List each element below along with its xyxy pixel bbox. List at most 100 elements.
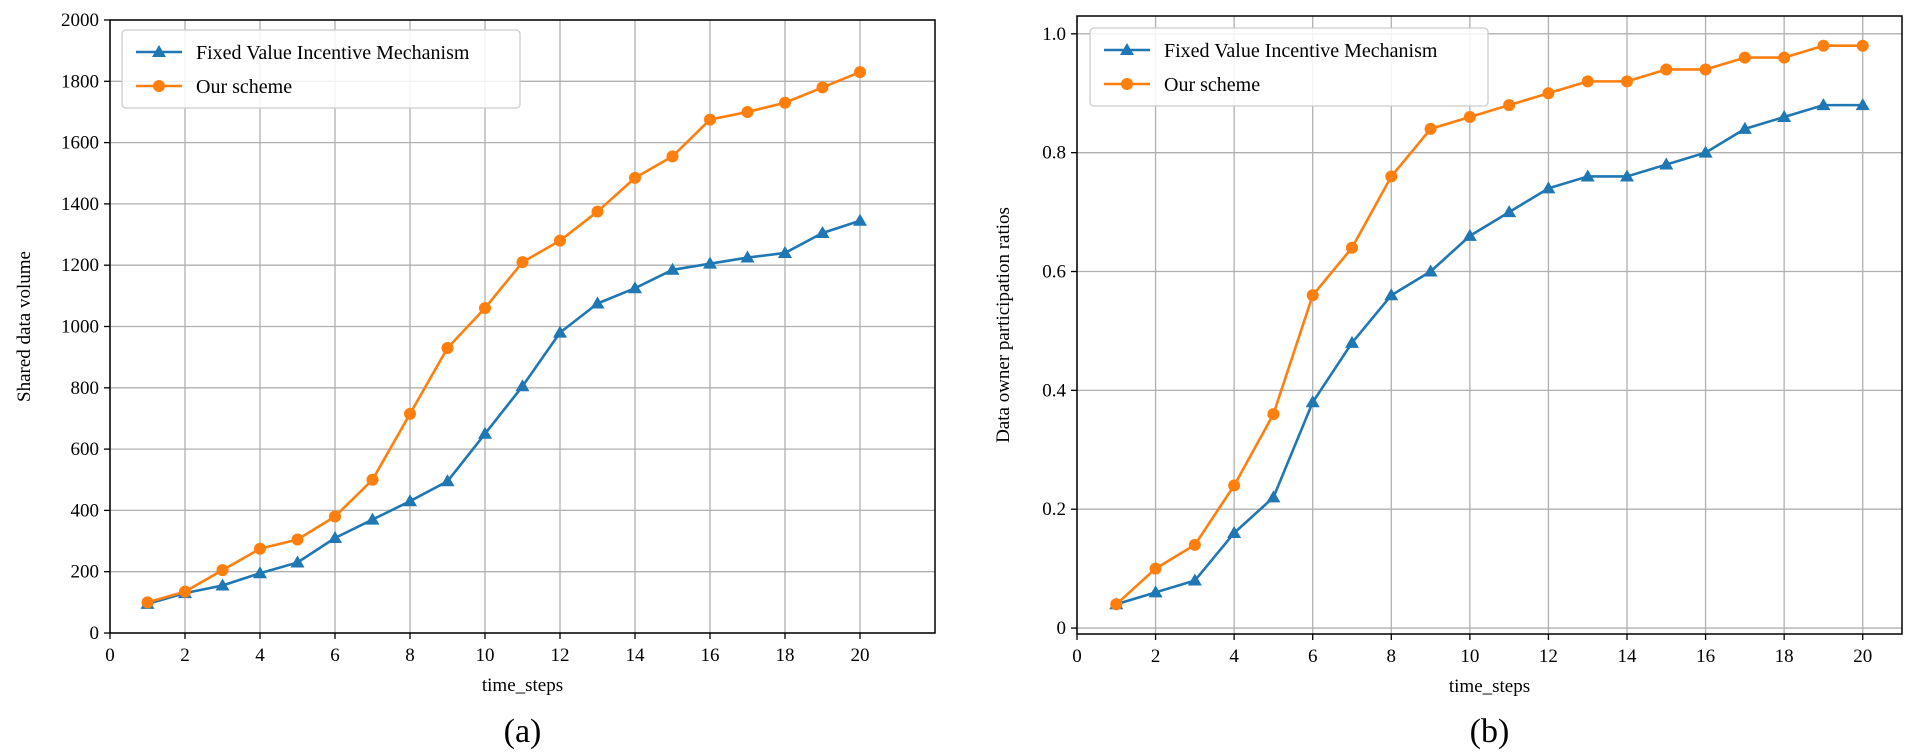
series-our-scheme <box>141 66 866 609</box>
y-tick-label: 1000 <box>61 317 99 338</box>
data-point-triangle <box>1698 145 1713 158</box>
axes-frame <box>1076 15 1903 635</box>
data-point-circle <box>479 302 491 315</box>
data-point-triangle <box>1345 335 1359 348</box>
legend-item: Fixed Value Incentive Mechanism <box>1104 40 1438 62</box>
data-point-circle <box>141 596 154 609</box>
x-tick-label: 2 <box>1151 646 1161 667</box>
data-point-circle <box>1581 75 1594 88</box>
series-line <box>147 219 861 606</box>
data-point-triangle <box>1148 585 1163 598</box>
data-point-triangle <box>553 325 567 338</box>
data-point-circle <box>1385 170 1398 183</box>
legend-item: Fixed Value Incentive Mechanism <box>136 42 470 64</box>
data-point-circle <box>1542 87 1555 100</box>
y-tick-label: 400 <box>71 500 100 521</box>
y-tick-label: 0.6 <box>1042 262 1066 283</box>
legend-label: Fixed Value Incentive Mechanism <box>196 42 470 64</box>
data-point-triangle <box>665 262 680 275</box>
data-point-circle <box>629 171 641 184</box>
data-point-triangle <box>703 256 717 269</box>
x-tick-label: 18 <box>1775 646 1794 667</box>
data-point-circle <box>741 105 754 118</box>
data-point-circle <box>1306 289 1319 302</box>
data-point-triangle <box>328 530 342 543</box>
data-point-triangle <box>590 296 605 309</box>
y-tick-label: 600 <box>71 439 100 460</box>
data-point-circle <box>779 96 791 109</box>
data-point-circle <box>441 341 454 354</box>
data-point-circle <box>591 205 604 218</box>
data-point-circle <box>1817 39 1830 52</box>
data-point-triangle <box>853 213 867 226</box>
y-tick-label: 0 <box>1057 618 1067 639</box>
data-point-triangle <box>628 281 642 294</box>
legend-item: Our scheme <box>1104 74 1260 96</box>
data-point-triangle <box>1541 181 1556 194</box>
x-tick-label: 4 <box>1229 646 1239 667</box>
data-point-circle <box>1188 538 1201 551</box>
data-point-circle <box>554 234 566 247</box>
x-tick-label: 16 <box>1696 646 1715 667</box>
data-point-triangle <box>1659 157 1674 170</box>
x-tick-label: 8 <box>1387 646 1397 667</box>
legend-box <box>1089 27 1489 107</box>
data-point-circle <box>516 256 529 269</box>
data-point-circle <box>1228 479 1241 492</box>
legend-label: Our scheme <box>1164 74 1260 96</box>
series-line <box>1115 44 1863 606</box>
x-tick-label: 0 <box>105 645 115 666</box>
x-tick-label: 0 <box>1072 646 1082 667</box>
series-line <box>147 70 861 604</box>
x-tick-label: 10 <box>476 645 495 666</box>
series-our-scheme <box>1110 39 1869 611</box>
x-tick-label: 20 <box>851 645 870 666</box>
data-point-triangle <box>778 245 792 258</box>
data-point-triangle <box>440 474 455 487</box>
y-tick-label: 200 <box>71 562 100 583</box>
data-point-triangle <box>1502 205 1517 218</box>
data-point-triangle <box>1266 490 1281 503</box>
x-tick-label: 6 <box>1308 646 1318 667</box>
x-tick-label: 14 <box>1618 646 1638 667</box>
y-tick-label: 0.2 <box>1042 499 1066 520</box>
grid <box>1076 16 1902 634</box>
y-tick-label: 1.0 <box>1042 24 1066 45</box>
x-tick-label: 10 <box>1460 646 1479 667</box>
y-tick-label: 2000 <box>61 10 99 31</box>
legend-marker-circle <box>153 80 165 92</box>
chart-a: 0 2 4 6 8 10 12 14 16 18 2002004006008001000120014… <box>14 10 936 750</box>
legend-item: Our scheme <box>136 76 292 98</box>
data-point-triangle <box>478 426 492 439</box>
data-point-circle <box>1738 51 1751 64</box>
data-point-circle <box>1267 408 1280 421</box>
data-point-triangle <box>515 379 530 392</box>
y-axis-label: Shared data volume <box>14 251 35 402</box>
x-tick-label: 12 <box>551 645 570 666</box>
figure-caption: (a) <box>504 713 542 750</box>
data-point-triangle <box>215 578 230 591</box>
data-point-circle <box>216 564 229 577</box>
data-point-circle <box>179 585 191 598</box>
data-point-circle <box>1660 63 1673 76</box>
data-point-circle <box>254 542 266 555</box>
y-tick-label: 0 <box>90 623 100 644</box>
legend-label: Our scheme <box>196 76 292 98</box>
data-point-triangle <box>1816 98 1831 111</box>
data-point-circle <box>1699 63 1712 76</box>
data-point-triangle <box>365 512 380 525</box>
data-point-triangle <box>740 250 755 263</box>
data-point-circle <box>1778 51 1791 64</box>
x-tick-label: 8 <box>405 645 415 666</box>
y-tick-label: 1800 <box>61 71 99 92</box>
y-tick-label: 0.4 <box>1042 380 1066 401</box>
legend: Fixed Value Incentive Mechanism Our schem… <box>1089 27 1489 107</box>
x-tick-label: 4 <box>255 645 265 666</box>
data-point-circle <box>666 150 679 163</box>
data-point-triangle <box>1187 573 1202 586</box>
y-axis-label: Data owner participation ratios <box>993 207 1014 443</box>
data-point-triangle <box>253 566 267 579</box>
legend-marker-triangle <box>152 45 166 57</box>
ticks: 0 2 4 6 8 10 12 14 16 18 20 0 0.2 0.4 0.6 0.8 1.0 <box>1042 24 1872 667</box>
